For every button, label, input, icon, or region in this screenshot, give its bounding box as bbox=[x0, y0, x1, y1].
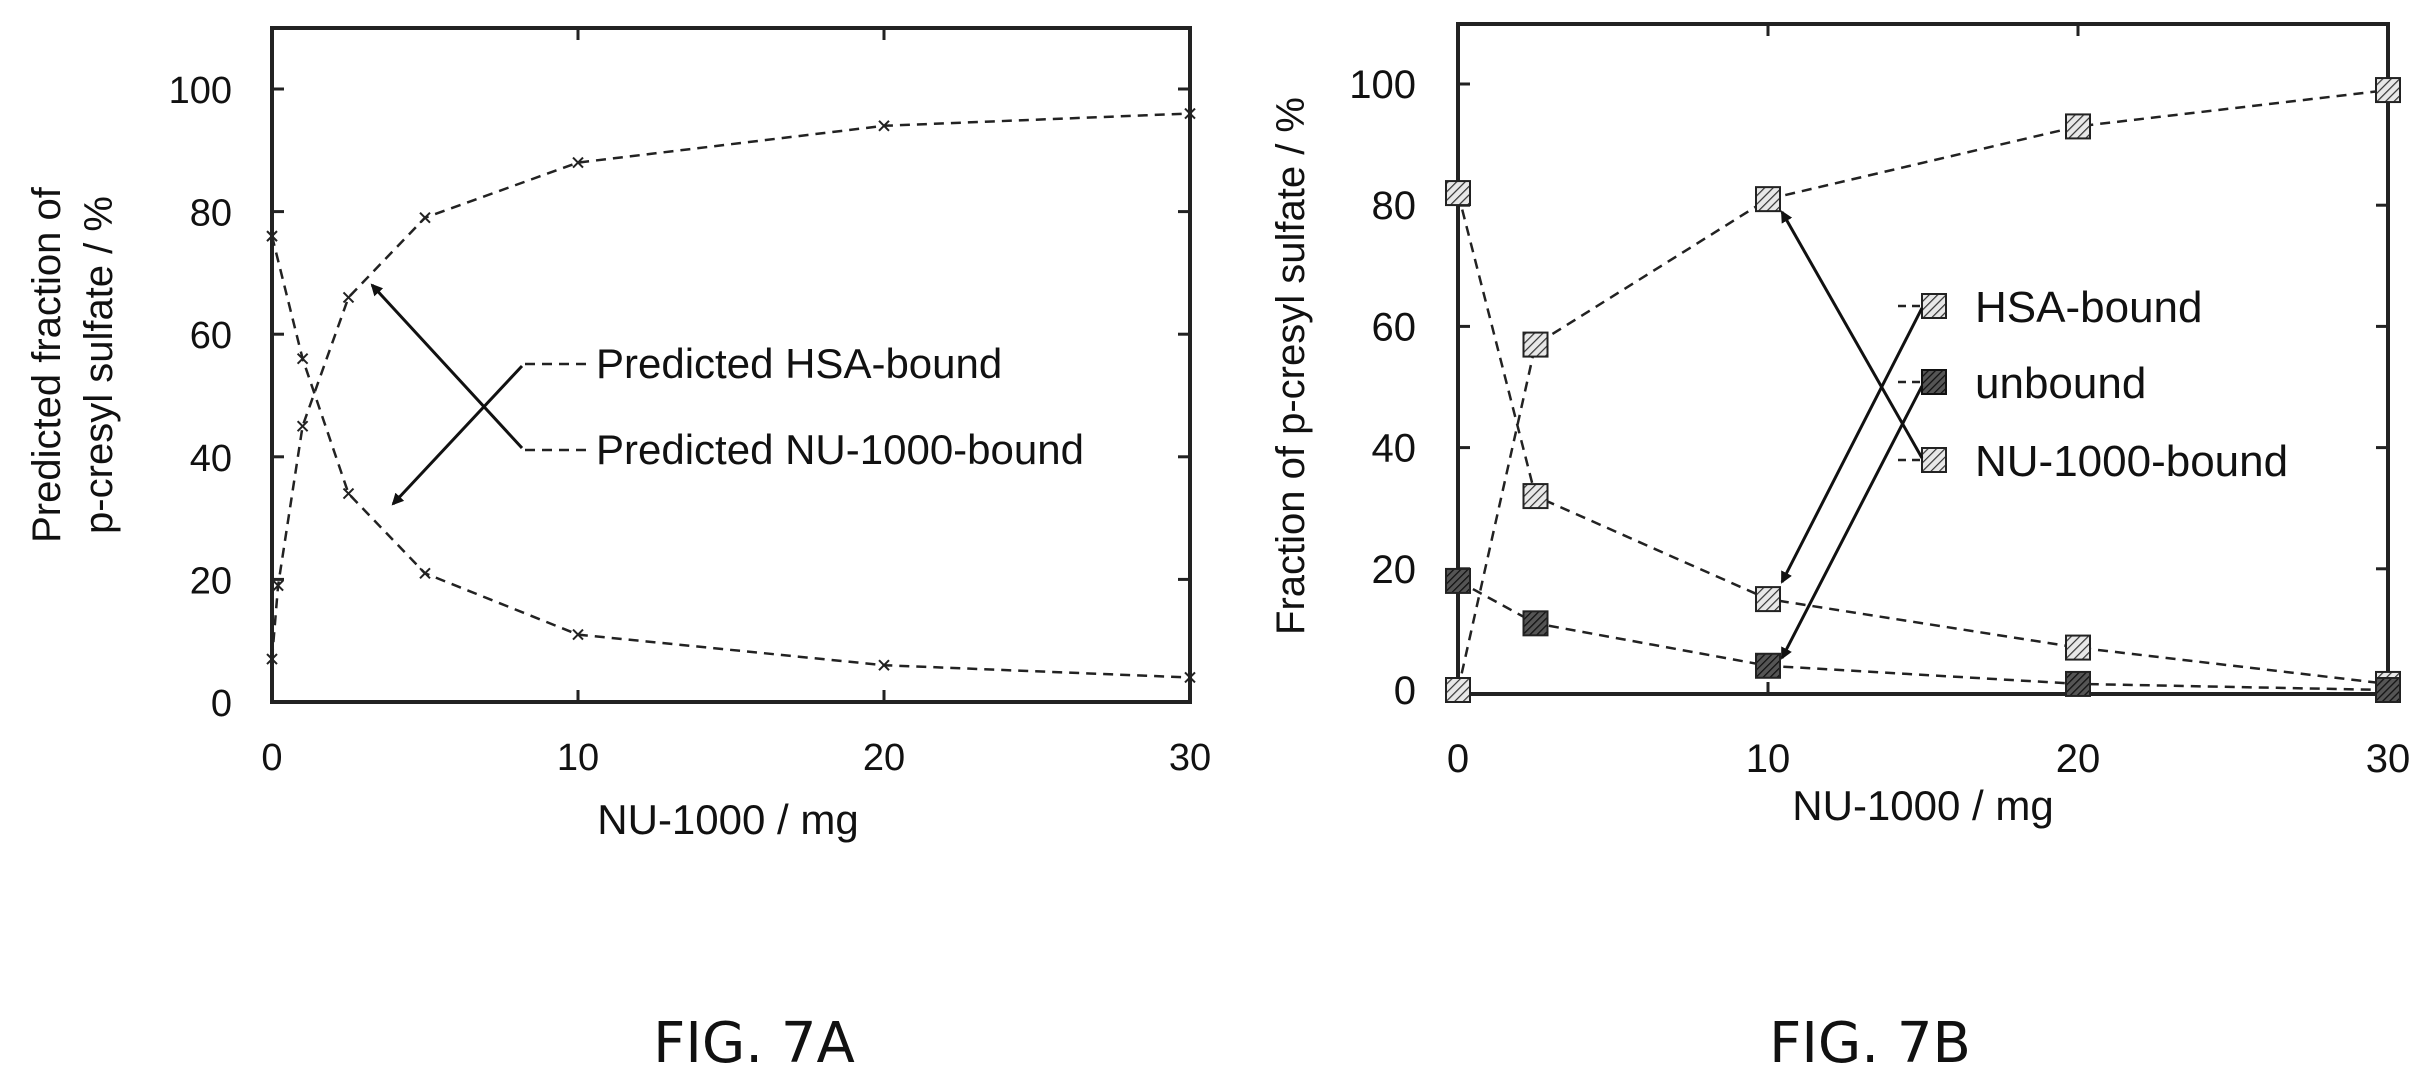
legend-7b: HSA-bound unbound NU-1000-bound bbox=[1780, 210, 2288, 660]
data-point-predicted-nu-1000-bound bbox=[419, 212, 431, 224]
x-tick-label: 0 bbox=[261, 737, 282, 779]
data-point-predicted-nu-1000-bound bbox=[266, 653, 278, 665]
y-tick-label: 60 bbox=[1372, 305, 1417, 349]
data-point-predicted-hsa-bound bbox=[878, 659, 890, 671]
pointer-arrow-hsa bbox=[391, 364, 524, 506]
data-point-predicted-nu-1000-bound bbox=[878, 120, 890, 132]
axes-7a: 0 20 40 60 80 100 0 10 20 30 bbox=[169, 28, 1211, 779]
data-point-hsa-bound bbox=[1755, 586, 1781, 613]
data-point-hsa-bound bbox=[2065, 634, 2091, 661]
x-tick-label: 10 bbox=[1746, 737, 1791, 781]
legend-marker-hsa bbox=[1921, 293, 1947, 319]
data-point-hsa-bound bbox=[1522, 483, 1549, 510]
x-tick-label: 20 bbox=[2056, 737, 2101, 781]
legend-label-hsa: Predicted HSA-bound bbox=[596, 340, 1002, 387]
data-point-nu-1000-bound bbox=[1755, 186, 1781, 213]
y-tick-label: 100 bbox=[169, 70, 232, 112]
data-point-predicted-nu-1000-bound bbox=[572, 156, 584, 169]
data-point-predicted-nu-1000-bound bbox=[272, 579, 284, 592]
legend-label-hsa: HSA-bound bbox=[1975, 283, 2202, 332]
pointer-arrow-unbound bbox=[1780, 385, 1924, 660]
y-tick-label: 20 bbox=[190, 560, 232, 602]
series-line-unbound bbox=[1457, 579, 2389, 692]
x-tick-label: 10 bbox=[557, 737, 599, 779]
data-point-predicted-hsa-bound bbox=[296, 353, 309, 365]
y-tick-label: 0 bbox=[211, 683, 232, 725]
plot-frame-7a bbox=[270, 26, 1192, 704]
data-point-predicted-nu-1000-bound bbox=[342, 291, 355, 304]
y-tick-label: 0 bbox=[1394, 669, 1416, 713]
x-tick-label: 30 bbox=[1169, 737, 1211, 779]
y-tick-label: 40 bbox=[190, 438, 232, 480]
data-point-predicted-nu-1000-bound bbox=[296, 420, 309, 432]
data-point-predicted-hsa-bound bbox=[266, 230, 278, 242]
x-axis-label: NU-1000 / mg bbox=[597, 796, 858, 843]
data-point-nu-1000-bound bbox=[2065, 113, 2091, 140]
y-axis-label-line-2: p-cresyl sulfate / % bbox=[77, 196, 121, 534]
axes-7b: 0 20 40 60 80 100 0 10 20 30 bbox=[1349, 24, 2410, 781]
data-point-predicted-hsa-bound bbox=[572, 628, 584, 641]
y-tick-label: 80 bbox=[1372, 184, 1417, 228]
y-tick-label: 100 bbox=[1349, 63, 1416, 107]
data-point-unbound bbox=[1445, 567, 1471, 594]
data-point-unbound bbox=[2375, 677, 2401, 703]
data-point-nu-1000-bound bbox=[2375, 77, 2401, 104]
legend-7a: Predicted HSA-bound Predicted NU-1000-bo… bbox=[370, 283, 1084, 506]
pointer-arrow-nu1000 bbox=[370, 283, 524, 450]
panel-7b: 0 20 40 60 80 100 0 10 20 30 Fraction of p-cresyl… bbox=[1269, 22, 2410, 829]
panel-7a: 0 20 40 60 80 100 0 10 20 30 Predicted fraction o… bbox=[25, 26, 1211, 843]
data-point-predicted-hsa-bound bbox=[419, 567, 431, 579]
series-line-predicted-nu-1000-bound bbox=[270, 112, 1191, 660]
y-tick-label: 20 bbox=[1372, 548, 1417, 592]
plot-frame-7b bbox=[1456, 22, 2390, 696]
y-axis-label: Fraction of p-cresyl sulfate / % bbox=[1269, 97, 1313, 635]
legend-label-nu1000: NU-1000-bound bbox=[1975, 437, 2288, 486]
data-point-hsa-bound bbox=[1445, 180, 1471, 207]
x-tick-label: 30 bbox=[2366, 737, 2411, 781]
pointer-arrow-nu1000 bbox=[1780, 210, 1924, 459]
data-point-predicted-hsa-bound bbox=[1184, 671, 1196, 684]
figure-caption-7b: FIG. 7B bbox=[1769, 1011, 1971, 1076]
data-point-predicted-nu-1000-bound bbox=[1184, 107, 1196, 120]
data-point-unbound bbox=[1522, 610, 1549, 637]
y-tick-label: 60 bbox=[190, 315, 232, 357]
x-tick-label: 0 bbox=[1447, 737, 1469, 781]
series-group-7b bbox=[1445, 77, 2401, 703]
data-point-unbound bbox=[2065, 670, 2091, 697]
legend-label-unbound: unbound bbox=[1975, 359, 2146, 408]
data-point-nu-1000-bound bbox=[1445, 677, 1471, 703]
data-point-unbound bbox=[1755, 652, 1781, 679]
pointer-arrow-hsa bbox=[1780, 307, 1924, 584]
y-tick-label: 40 bbox=[1372, 427, 1417, 471]
data-point-predicted-hsa-bound bbox=[342, 487, 355, 500]
legend-marker-nu1000 bbox=[1921, 447, 1947, 473]
y-tick-label: 80 bbox=[190, 193, 232, 235]
legend-marker-unbound bbox=[1921, 369, 1947, 395]
y-axis-label-line-1: Predicted fraction of bbox=[25, 186, 69, 543]
x-tick-label: 20 bbox=[863, 737, 905, 779]
figure-caption-7a: FIG. 7A bbox=[653, 1011, 855, 1076]
x-axis-label: NU-1000 / mg bbox=[1792, 782, 2053, 829]
data-point-nu-1000-bound bbox=[1522, 331, 1549, 358]
series-group-7a bbox=[266, 107, 1196, 684]
legend-label-nu1000: Predicted NU-1000-bound bbox=[596, 426, 1084, 473]
